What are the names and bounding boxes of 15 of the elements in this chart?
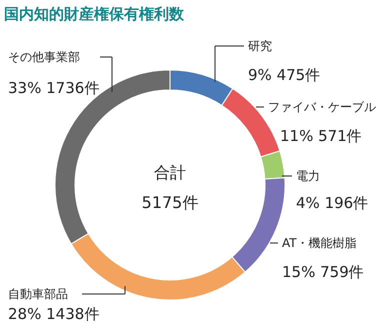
data-label: 28% 1438件 <box>8 305 100 323</box>
slice-label: AT・機能樹脂 <box>282 236 357 250</box>
data-label: 9% 475件 <box>248 66 320 84</box>
slice-label: 電力 <box>296 169 320 183</box>
slice-label: 研究 <box>248 39 272 53</box>
data-label: 33% 1736件 <box>8 79 100 97</box>
text: 合計 <box>154 163 186 182</box>
data-label: 11% 571件 <box>280 127 362 145</box>
data-label: 15% 759件 <box>282 263 364 281</box>
slice-label: ファイバ・ケーブル <box>268 100 376 114</box>
data-label: 4% 196件 <box>296 194 368 212</box>
text: 5175件 <box>142 193 198 212</box>
slice-label: 自動車部品 <box>8 287 68 301</box>
slice-label: その他事業部 <box>8 50 80 64</box>
chart-title: 国内知的財産権保有権利数 <box>4 5 185 23</box>
